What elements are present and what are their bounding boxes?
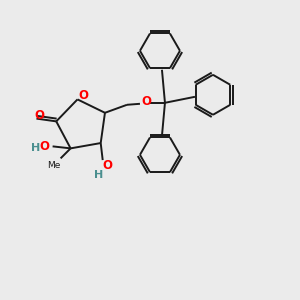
Text: O: O: [40, 140, 50, 153]
Text: O: O: [103, 159, 113, 172]
Text: H: H: [31, 143, 40, 153]
Text: O: O: [34, 109, 44, 122]
Text: H: H: [94, 170, 103, 180]
Text: O: O: [79, 89, 88, 102]
Text: Me: Me: [47, 161, 60, 170]
Text: O: O: [141, 95, 151, 108]
